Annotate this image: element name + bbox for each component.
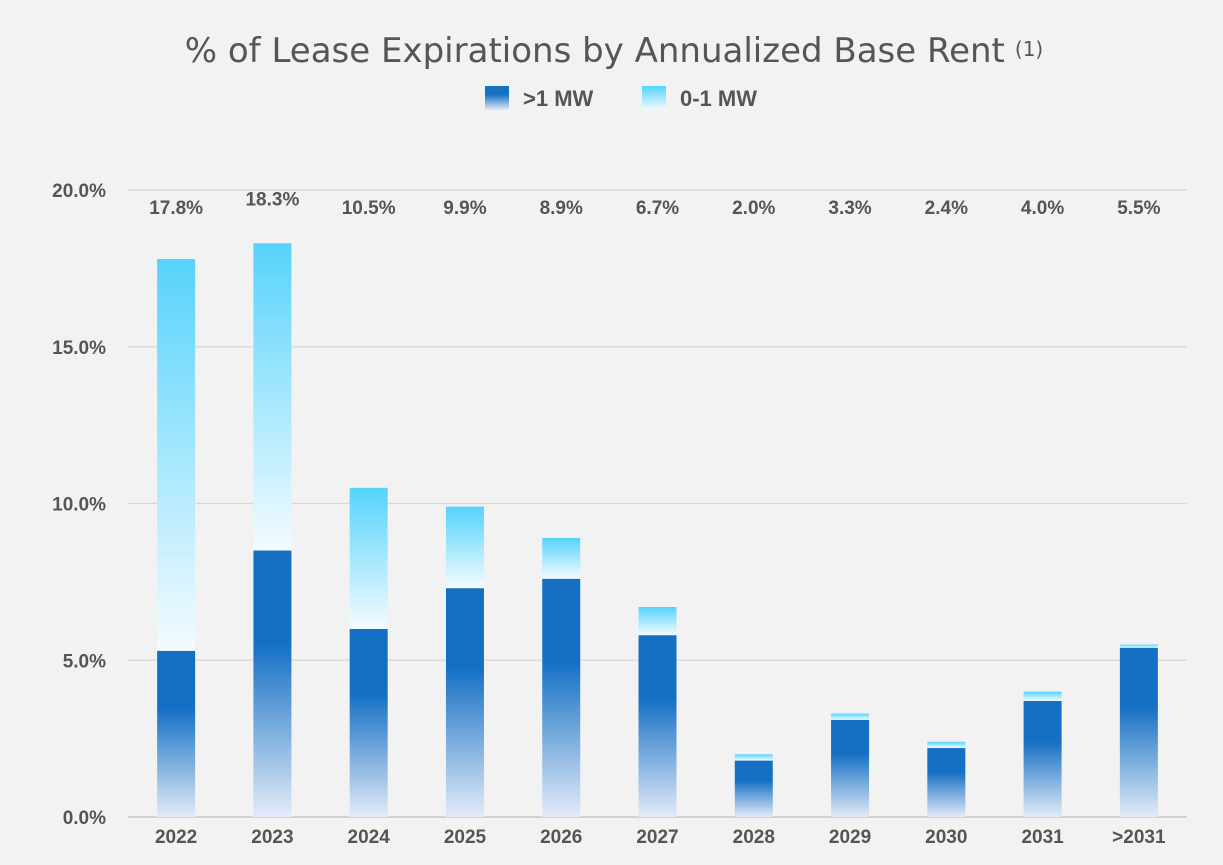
- x-tick-label: 2024: [348, 827, 391, 848]
- bar-segment-0-1mw: [927, 741, 966, 749]
- bar-segment-over-1mw: [927, 748, 966, 817]
- bar-segment-over-1mw: [157, 650, 196, 817]
- bar-segment-0-1mw: [445, 506, 484, 589]
- x-tick-label: 2028: [733, 827, 775, 848]
- total-data-label: 4.0%: [1021, 198, 1064, 219]
- legend: >1 MW 0-1 MW: [485, 86, 757, 111]
- bar-segment-0-1mw: [157, 258, 196, 651]
- x-tick-label: 2031: [1021, 827, 1064, 848]
- bar-segment-0-1mw: [734, 754, 773, 761]
- bar-segment-0-1mw: [638, 606, 677, 636]
- total-data-label: 8.9%: [540, 198, 583, 219]
- bar-segment-0-1mw: [1119, 644, 1158, 648]
- bar-segment-0-1mw: [542, 537, 581, 579]
- bar-segment-over-1mw: [638, 635, 677, 817]
- legend-swatch-0-1mw: [642, 86, 666, 110]
- bar-segment-0-1mw: [1023, 691, 1062, 702]
- bar-segment-over-1mw: [831, 719, 870, 817]
- total-data-label: 3.3%: [828, 198, 871, 219]
- gridlines: [128, 189, 1187, 818]
- y-tick-label: 20.0%: [52, 181, 106, 202]
- x-tick-label: 2022: [155, 827, 197, 848]
- total-labels: 17.8% 18.3% 10.5% 9.9% 8.9% 6.7% 2.0% 3.3% 2.4% 4…: [149, 189, 1160, 219]
- bar-segment-over-1mw: [445, 588, 484, 817]
- x-tick-label: 2023: [251, 827, 293, 848]
- bar-segment-over-1mw: [1023, 701, 1062, 817]
- x-tick-label: 2030: [925, 827, 967, 848]
- bar-segment-over-1mw: [734, 760, 773, 817]
- x-axis-ticks: 2022 2023 2024 2025 2026 2027 2028 2029 2030 2031…: [155, 827, 1166, 848]
- bar-segment-0-1mw: [831, 713, 870, 720]
- y-tick-label: 0.0%: [63, 808, 106, 829]
- x-tick-label: 2027: [636, 827, 678, 848]
- y-tick-label: 10.0%: [52, 495, 106, 516]
- total-data-label: 5.5%: [1117, 198, 1160, 219]
- y-tick-label: 5.0%: [63, 651, 106, 672]
- chart-title: % of Lease Expirations by Annualized Bas…: [185, 31, 1043, 71]
- legend-swatch-over-1mw: [485, 86, 509, 110]
- x-tick-label: 2026: [540, 827, 582, 848]
- y-axis-ticks: 0.0% 5.0% 10.0% 15.0% 20.0%: [52, 181, 106, 829]
- total-data-label: 18.3%: [245, 189, 299, 210]
- total-data-label: 17.8%: [149, 198, 203, 219]
- bar-segment-over-1mw: [253, 550, 292, 817]
- bar-segment-over-1mw: [1119, 647, 1158, 817]
- legend-label-0-1mw: 0-1 MW: [680, 86, 757, 111]
- x-tick-label: >2031: [1112, 827, 1166, 848]
- title-footnote: (1): [1015, 37, 1043, 61]
- x-tick-label: 2025: [444, 827, 487, 848]
- total-data-label: 2.0%: [732, 198, 775, 219]
- bar-segment-over-1mw: [349, 628, 388, 817]
- bar-segment-0-1mw: [349, 487, 388, 629]
- x-tick-label: 2029: [829, 827, 871, 848]
- total-data-label: 9.9%: [443, 198, 486, 219]
- total-data-label: 6.7%: [636, 198, 679, 219]
- legend-label-over-1mw: >1 MW: [523, 86, 594, 111]
- y-tick-label: 15.0%: [52, 338, 106, 359]
- bar-segment-0-1mw: [253, 243, 292, 551]
- total-data-label: 10.5%: [342, 198, 396, 219]
- bars: [157, 243, 1158, 817]
- bar-segment-over-1mw: [542, 578, 581, 817]
- total-data-label: 2.4%: [925, 198, 968, 219]
